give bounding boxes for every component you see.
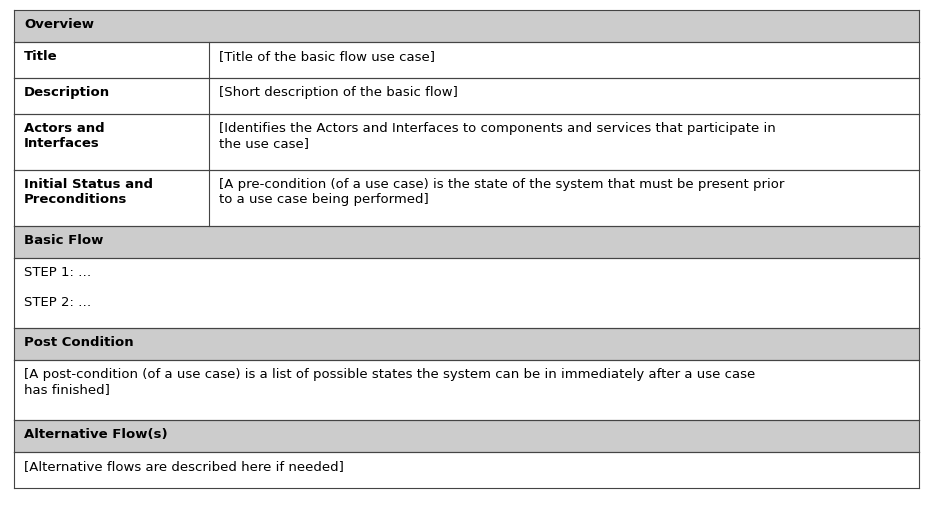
Text: [Short description of the basic flow]: [Short description of the basic flow] [218,86,457,99]
Text: [Identifies the Actors and Interfaces to components and services that participat: [Identifies the Actors and Interfaces to… [218,122,775,150]
Bar [14,360,919,420]
Bar [14,114,209,170]
Bar [14,328,919,360]
Bar [14,42,209,78]
Text: Actors and
Interfaces: Actors and Interfaces [24,122,104,150]
Bar [14,10,919,42]
Bar [209,170,919,226]
Text: Alternative Flow(s): Alternative Flow(s) [24,428,168,441]
Text: [A post-condition (of a use case) is a list of possible states the system can be: [A post-condition (of a use case) is a l… [24,368,755,396]
Bar [14,258,919,328]
Text: Initial Status and
Preconditions: Initial Status and Preconditions [24,178,153,206]
Bar [14,170,209,226]
Text: Description: Description [24,86,110,99]
Bar [14,78,209,114]
Bar [14,452,919,488]
Text: STEP 1: …

STEP 2: …: STEP 1: … STEP 2: … [24,266,91,309]
Text: Basic Flow: Basic Flow [24,234,104,247]
Text: [Title of the basic flow use case]: [Title of the basic flow use case] [218,50,435,63]
Bar [209,78,919,114]
Bar [209,114,919,170]
Text: Post Condition: Post Condition [24,336,133,349]
Text: [A pre-condition (of a use case) is the state of the system that must be present: [A pre-condition (of a use case) is the … [218,178,784,206]
Text: [Alternative flows are described here if needed]: [Alternative flows are described here if… [24,460,344,473]
Bar [14,226,919,258]
Text: Overview: Overview [24,18,94,31]
Text: Title: Title [24,50,58,63]
Bar [14,420,919,452]
Bar [209,42,919,78]
